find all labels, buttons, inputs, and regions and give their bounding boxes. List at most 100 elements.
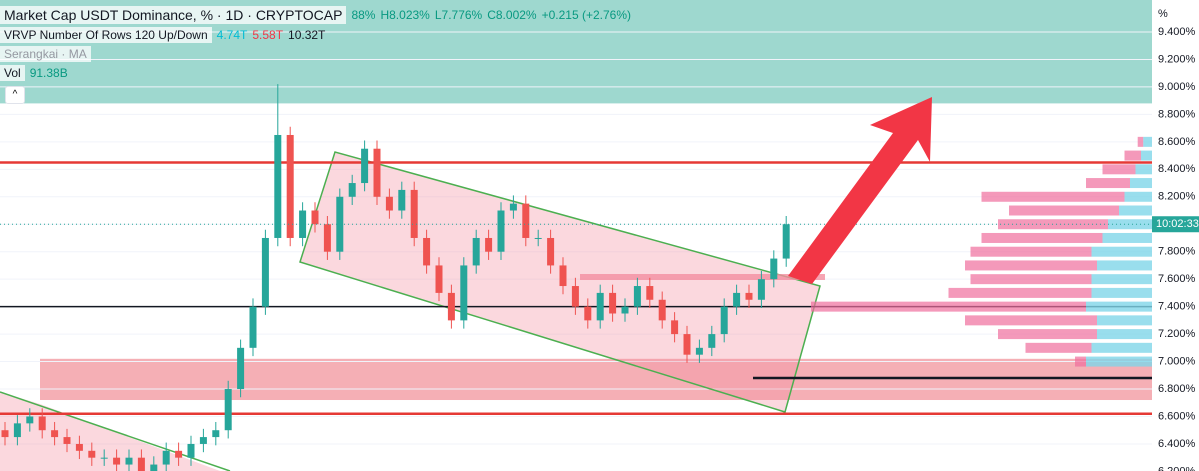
candle-body	[249, 306, 257, 348]
profile-down	[970, 246, 1092, 257]
candle-body	[88, 450, 96, 458]
candle-body	[385, 196, 393, 211]
candle-body	[720, 306, 728, 335]
y-tick-label: 7.000%	[1158, 355, 1196, 367]
profile-up	[1091, 287, 1152, 298]
profile-up	[1097, 260, 1152, 271]
vol-value: 91.38B	[29, 66, 68, 80]
candle-body	[75, 443, 83, 451]
candle-body	[671, 320, 679, 335]
candle-body	[633, 286, 641, 307]
candle-body	[522, 203, 530, 238]
candle-body	[609, 292, 617, 314]
profile-down	[981, 232, 1103, 243]
y-tick-label: 6.200%	[1158, 465, 1196, 471]
candle-body	[695, 347, 703, 355]
zone	[40, 358, 1152, 401]
ma-label[interactable]: Serangkai · MA	[0, 46, 91, 62]
profile-up	[1130, 178, 1152, 189]
ohlc: +0.215 (+2.76%)	[541, 8, 631, 22]
y-tick-label: 9.200%	[1158, 53, 1196, 65]
candle-body	[299, 210, 307, 238]
candle-body	[447, 292, 455, 321]
collapse-button[interactable]: ^	[5, 86, 25, 104]
candle-body	[348, 183, 356, 197]
y-tick-label: 9.000%	[1158, 81, 1196, 93]
profile-down	[998, 329, 1097, 340]
candle-body	[745, 292, 753, 300]
vol-row: Vol 91.38B	[0, 65, 68, 81]
profile-up	[1091, 274, 1152, 285]
y-tick-label: 7.400%	[1158, 301, 1196, 313]
candle-body	[311, 210, 319, 225]
y-tick-label: 6.400%	[1158, 438, 1196, 450]
symbol-title[interactable]: Market Cap USDT Dominance, % · 1D · CRYP…	[0, 6, 347, 24]
profile-down	[1086, 178, 1130, 189]
y-tick-label: 8.400%	[1158, 163, 1196, 175]
profile-up	[1091, 342, 1152, 353]
candle-body	[137, 457, 145, 471]
vrvp-total: 10.32T	[288, 28, 326, 42]
candle-body	[13, 423, 21, 438]
y-tick-label: 8.600%	[1158, 136, 1196, 148]
y-tick-label: 9.400%	[1158, 26, 1196, 38]
profile-up	[1141, 150, 1152, 161]
candle-body	[596, 292, 604, 321]
candle-body	[460, 265, 468, 321]
candle-body	[547, 237, 555, 266]
candle-body	[125, 457, 133, 465]
candle-body	[708, 334, 716, 348]
profile-up	[1097, 315, 1152, 326]
candle-body	[51, 430, 59, 438]
y-tick-label: 7.200%	[1158, 328, 1196, 340]
candle-body	[63, 437, 71, 444]
candle-body	[100, 457, 108, 459]
y-tick-label: 8.800%	[1158, 108, 1196, 120]
candle-body	[26, 416, 34, 424]
profile-down	[1124, 150, 1141, 161]
profile-down	[965, 315, 1097, 326]
resistance-band	[580, 274, 825, 280]
profile-up	[1086, 356, 1152, 367]
profile-down	[965, 260, 1097, 271]
candle-body	[485, 237, 493, 252]
y-tick-label: 8.200%	[1158, 191, 1196, 203]
ohlc: 88%	[351, 8, 376, 22]
profile-down	[1075, 356, 1086, 367]
candle-body	[410, 189, 418, 238]
ohlc: H8.023%	[380, 8, 430, 22]
candle-body	[646, 286, 654, 300]
candle-body	[509, 203, 517, 211]
candle-body	[261, 237, 269, 307]
candle-body	[534, 237, 542, 239]
candle-body	[212, 430, 220, 438]
candle-body	[571, 286, 579, 307]
profile-up	[1091, 246, 1152, 257]
vrvp-label[interactable]: VRVP Number Of Rows 120 Up/Down	[0, 27, 212, 43]
profile-up	[1102, 232, 1152, 243]
profile-up	[1135, 164, 1152, 175]
candle-body	[770, 258, 778, 280]
y-tick-label: 7.600%	[1158, 273, 1196, 285]
candle-body	[199, 437, 207, 444]
profile-down	[948, 287, 1092, 298]
countdown: 10:02:33	[1156, 218, 1199, 230]
channel-line	[0, 391, 231, 471]
title-row: Market Cap USDT Dominance, % · 1D · CRYP…	[0, 6, 631, 24]
candle-body	[683, 334, 691, 355]
vol-label[interactable]: Vol	[0, 65, 25, 81]
candle-body	[274, 134, 282, 238]
candle-body	[224, 389, 232, 431]
profile-down	[1102, 164, 1136, 175]
candle-body	[472, 237, 480, 266]
candle-body	[757, 279, 765, 300]
candle-body	[113, 457, 121, 465]
candle-body	[38, 416, 46, 431]
y-tick-label: 6.800%	[1158, 383, 1196, 395]
profile-down	[1137, 136, 1144, 147]
candle-body	[1, 430, 9, 438]
profile-down	[981, 191, 1125, 202]
vrvp-row: VRVP Number Of Rows 120 Up/Down 4.74T 5.…	[0, 27, 325, 43]
candle-body	[782, 224, 790, 259]
